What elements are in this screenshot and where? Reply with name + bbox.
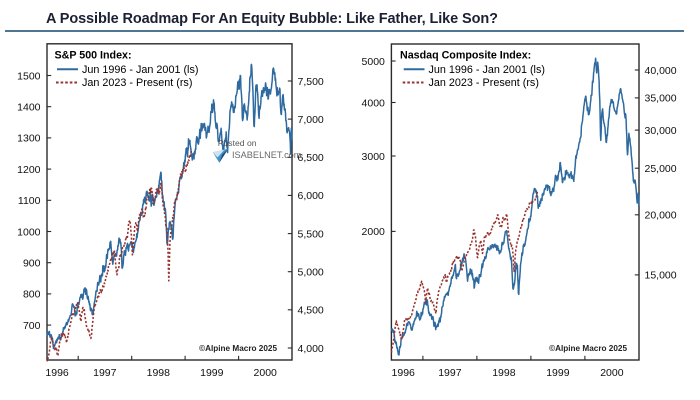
svg-text:5,500: 5,500 [298, 228, 324, 240]
svg-text:1996: 1996 [392, 367, 416, 379]
svg-text:800: 800 [23, 289, 41, 301]
svg-text:2000: 2000 [254, 367, 278, 379]
svg-text:6,000: 6,000 [298, 190, 324, 202]
svg-text:6,500: 6,500 [298, 152, 324, 164]
svg-text:1998: 1998 [492, 367, 516, 379]
svg-text:2000: 2000 [362, 226, 386, 238]
svg-text:4,000: 4,000 [298, 343, 324, 355]
svg-text:4000: 4000 [362, 97, 386, 109]
svg-text:1999: 1999 [200, 367, 224, 379]
svg-text:1200: 1200 [17, 164, 41, 176]
svg-text:ISABELNET.com: ISABELNET.com [232, 150, 302, 160]
svg-text:5000: 5000 [362, 56, 386, 68]
svg-text:1300: 1300 [17, 133, 41, 145]
svg-text:1996: 1996 [45, 367, 69, 379]
svg-text:900: 900 [23, 258, 41, 270]
svg-text:©Alpine Macro 2025: ©Alpine Macro 2025 [549, 344, 627, 353]
svg-text:S&P 500 Index:: S&P 500 Index: [55, 49, 132, 61]
svg-text:35,000: 35,000 [645, 93, 677, 105]
svg-text:Jun 1996 - Jan 2001 (ls): Jun 1996 - Jan 2001 (ls) [82, 64, 198, 76]
svg-text:1400: 1400 [17, 102, 41, 114]
svg-text:3000: 3000 [362, 151, 386, 163]
svg-text:7,000: 7,000 [298, 114, 324, 126]
svg-text:7,500: 7,500 [298, 76, 324, 88]
svg-text:Jun 1996 - Jan 2001 (ls): Jun 1996 - Jan 2001 (ls) [429, 64, 545, 76]
svg-text:Nasdaq Composite Index:: Nasdaq Composite Index: [400, 49, 531, 61]
svg-text:1997: 1997 [438, 367, 462, 379]
svg-text:1998: 1998 [147, 367, 171, 379]
svg-text:1000: 1000 [17, 226, 41, 238]
svg-text:5,000: 5,000 [298, 267, 324, 279]
svg-text:Posted on: Posted on [218, 138, 257, 148]
svg-text:1997: 1997 [93, 367, 117, 379]
svg-text:15,000: 15,000 [645, 270, 677, 282]
svg-text:25,000: 25,000 [645, 163, 677, 175]
svg-text:4,500: 4,500 [298, 305, 324, 317]
svg-text:1999: 1999 [546, 367, 570, 379]
svg-text:30,000: 30,000 [645, 125, 677, 137]
svg-text:2000: 2000 [600, 367, 624, 379]
svg-text:20,000: 20,000 [645, 210, 677, 222]
svg-text:©Alpine Macro 2025: ©Alpine Macro 2025 [199, 344, 277, 353]
svg-text:40,000: 40,000 [645, 65, 677, 77]
svg-text:1500: 1500 [17, 70, 41, 82]
svg-text:Jan 2023 - Present (rs): Jan 2023 - Present (rs) [429, 77, 539, 89]
svg-text:700: 700 [23, 320, 41, 332]
svg-text:1100: 1100 [18, 195, 41, 207]
svg-text:Jan 2023 - Present (rs): Jan 2023 - Present (rs) [82, 77, 192, 89]
